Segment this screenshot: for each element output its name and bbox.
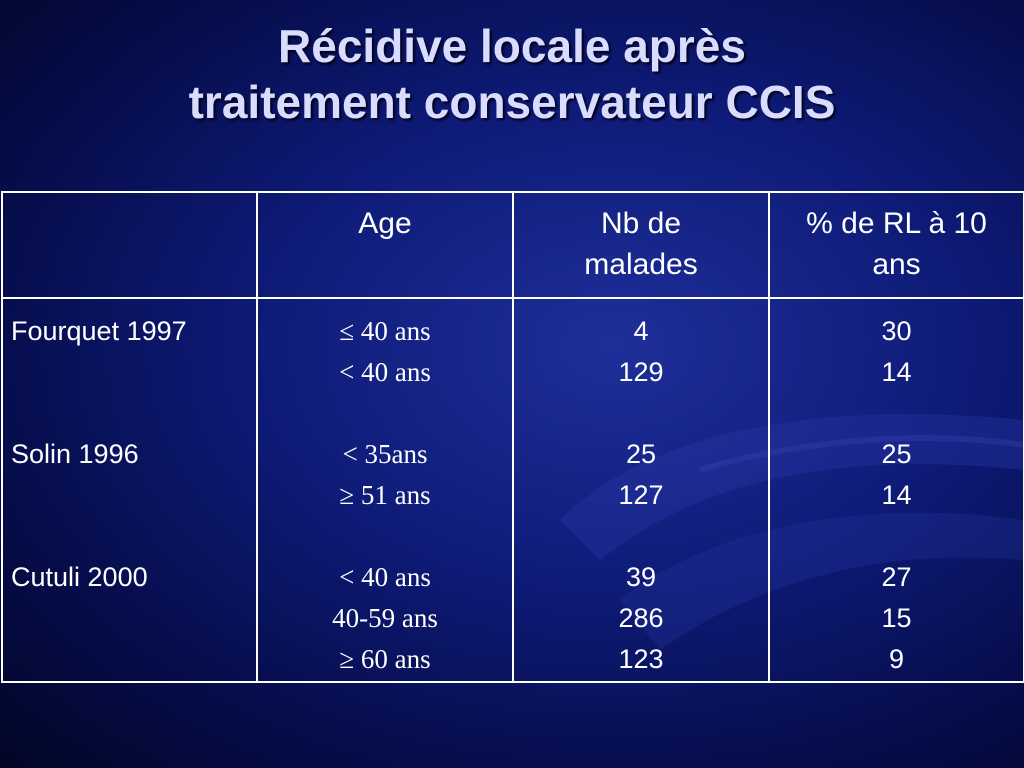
slide-title: Récidive locale après traitement conserv… — [0, 18, 1024, 130]
pct-value: 9 — [888, 644, 905, 674]
header-pct-line-1: % de RL à 10 — [806, 207, 987, 240]
table-body-row: Fourquet 1997 Solin 1996 Cutuli 2000 ≤ 4… — [1, 297, 1024, 683]
slide-title-line-1: Récidive locale après — [278, 20, 746, 72]
header-nb-malades: Nb de malades — [512, 191, 770, 299]
header-nb-line-1: Nb de — [600, 207, 682, 240]
study-name: Fourquet 1997 — [11, 316, 187, 346]
age-value: < 40 ans — [339, 562, 431, 592]
pct-value: 25 — [881, 439, 912, 469]
header-pct-rl: % de RL à 10 ans — [768, 191, 1024, 299]
study-name: Solin 1996 — [11, 439, 139, 469]
header-age-line: Age — [358, 207, 412, 240]
header-nb-line-2: malades — [584, 248, 698, 281]
age-value: ≥ 51 ans — [339, 480, 431, 510]
nb-value: 39 — [625, 562, 657, 592]
pct-value: 30 — [881, 316, 912, 346]
nb-value: 286 — [618, 603, 664, 633]
nb-malades-column: 4 129 25 127 39 286 123 — [512, 297, 770, 683]
nb-value: 127 — [618, 480, 664, 510]
age-column: ≤ 40 ans < 40 ans < 35ans ≥ 51 ans < 40 … — [256, 297, 514, 683]
nb-value: 129 — [618, 357, 664, 387]
table-header-row: Age Nb de malades % de RL à 10 ans — [1, 191, 1024, 299]
header-age: Age — [256, 191, 514, 299]
pct-rl-column: 30 14 25 14 27 15 9 — [768, 297, 1024, 683]
age-value: ≥ 60 ans — [339, 644, 431, 674]
nb-value: 4 — [633, 316, 649, 346]
pct-value: 15 — [881, 603, 912, 633]
age-value: < 35ans — [342, 439, 428, 469]
header-pct-line-2: ans — [872, 248, 921, 281]
nb-value: 123 — [618, 644, 664, 674]
study-name: Cutuli 2000 — [11, 562, 148, 592]
age-value: 40-59 ans — [332, 603, 438, 633]
pct-value: 14 — [881, 480, 912, 510]
slide-title-line-2: traitement conservateur CCIS — [188, 76, 836, 128]
study-column: Fourquet 1997 Solin 1996 Cutuli 2000 — [1, 297, 258, 683]
pct-value: 27 — [881, 562, 912, 592]
nb-value: 25 — [625, 439, 657, 469]
header-empty-cell — [1, 191, 258, 299]
age-value: ≤ 40 ans — [339, 316, 431, 346]
age-value: < 40 ans — [339, 357, 431, 387]
pct-value: 14 — [881, 357, 912, 387]
results-table: Age Nb de malades % de RL à 10 ans Fourq… — [1, 191, 1024, 683]
